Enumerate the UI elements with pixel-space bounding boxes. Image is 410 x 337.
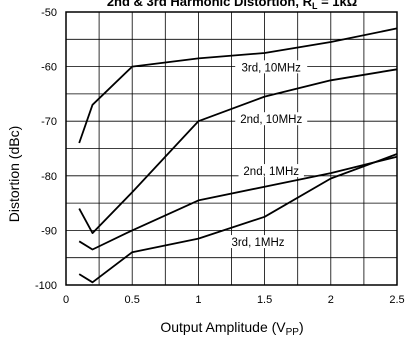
series-label-background <box>235 60 308 74</box>
series-line-1 <box>78 68 398 235</box>
y-tick-label: -60 <box>41 62 57 74</box>
series-label-background <box>238 164 304 178</box>
x-tick-labels: 0 0.5 1 1.5 2 2.5 <box>63 294 405 306</box>
x-axis-label: Output Amplitude (VPP) <box>160 319 303 337</box>
x-tick-label: 1 <box>195 294 201 306</box>
y-axis-label: Distortion (dBc) <box>6 126 22 222</box>
chart-title: 2nd & 3rd Harmonic Distortion, RL = 1kΩ <box>107 0 357 11</box>
y-tick-label: -70 <box>41 116 57 128</box>
series-line-0 <box>78 27 398 144</box>
y-tick-label: -90 <box>41 225 57 237</box>
plot-frame <box>65 11 398 286</box>
series-label-2: 2nd, 1MHz <box>243 166 299 178</box>
x-tick-label: 0.5 <box>125 294 140 306</box>
series-labels: 3rd, 10MHz 2nd, 10MHz 2nd, 1MHz 3rd, 1MHz <box>225 60 308 249</box>
series-line-3 <box>78 153 398 284</box>
series-label-background <box>225 235 291 249</box>
series-label-background <box>235 112 308 126</box>
series-line-2 <box>78 155 398 251</box>
y-tick-label: -50 <box>41 7 57 19</box>
series-label-3: 3rd, 1MHz <box>231 237 284 249</box>
series-label-0: 3rd, 10MHz <box>242 62 302 74</box>
x-tick-label: 2.5 <box>389 294 404 306</box>
series-label-1: 2nd, 10MHz <box>240 114 302 126</box>
series-layer <box>78 27 398 284</box>
x-tick-label: 0 <box>63 294 69 306</box>
y-tick-label: -80 <box>41 171 57 183</box>
y-tick-label: -100 <box>35 280 57 292</box>
x-tick-label: 2 <box>328 294 334 306</box>
x-tick-label: 1.5 <box>257 294 272 306</box>
y-tick-labels: -100 -90 -80 -70 -60 -50 <box>35 7 57 292</box>
